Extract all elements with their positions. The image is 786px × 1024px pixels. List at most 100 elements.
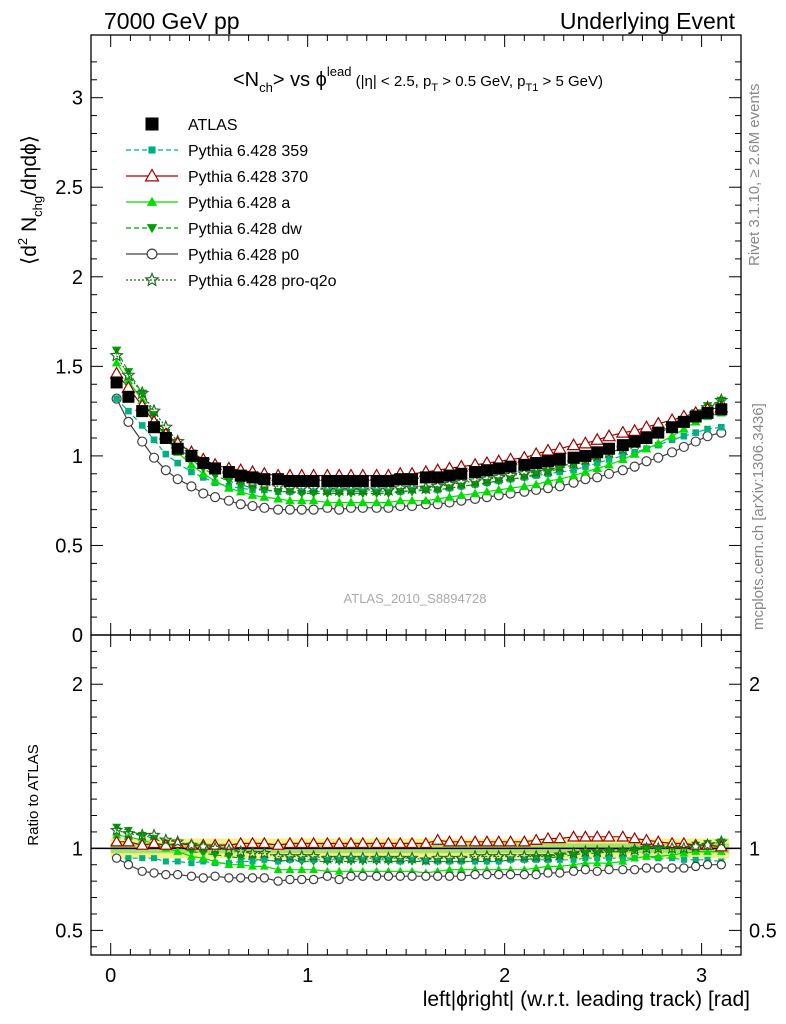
ratio-point-pythia-6-428-p0 bbox=[716, 860, 727, 870]
title-sub-d: T1 bbox=[526, 82, 539, 94]
title-part-d: > 0.5 GeV, p bbox=[438, 73, 525, 90]
main-point-atlas bbox=[272, 473, 285, 486]
main-point-pythia-6-428-370 bbox=[639, 420, 654, 433]
legend-label-pythia-6-428-370: Pythia 6.428 370 bbox=[188, 169, 308, 186]
main-point-pythia-6-428-pro-q2o bbox=[135, 385, 150, 400]
ratio-point-pythia-6-428-359 bbox=[483, 858, 490, 865]
main-point-atlas bbox=[628, 435, 641, 448]
ratio-point-pythia-6-428-a bbox=[569, 860, 578, 869]
header-right: Underlying Event bbox=[559, 8, 735, 34]
ratio-point-pythia-6-428-p0 bbox=[690, 861, 701, 872]
ratio-point-pythia-6-428-pro-q2o bbox=[159, 833, 173, 846]
ratio-point-pythia-6-428-pro-q2o bbox=[602, 844, 616, 858]
main-point-pythia-6-428-p0 bbox=[209, 491, 221, 503]
ratio-y-tick-label-right: 1 bbox=[749, 838, 760, 860]
main-point-atlas bbox=[715, 403, 728, 416]
main-point-atlas bbox=[406, 473, 419, 486]
main-y-tick-label: 1 bbox=[72, 446, 83, 468]
ratio-point-pythia-6-428-359 bbox=[594, 855, 601, 862]
main-point-pythia-6-428-359 bbox=[138, 422, 146, 429]
legend-label-pythia-6-428-p0: Pythia 6.428 p0 bbox=[188, 247, 299, 264]
ratio-point-pythia-6-428-pro-q2o bbox=[332, 851, 346, 864]
ratio-point-pythia-6-428-p0 bbox=[505, 869, 516, 880]
main-point-pythia-6-428-a bbox=[224, 483, 234, 492]
main-point-pythia-6-428-a bbox=[322, 497, 333, 507]
ratio-point-pythia-6-428-p0 bbox=[702, 860, 713, 870]
main-point-atlas bbox=[553, 453, 566, 466]
ratio-point-pythia-6-428-359 bbox=[472, 858, 479, 865]
main-point-pythia-6-428-p0 bbox=[542, 483, 554, 494]
ratio-point-pythia-6-428-pro-q2o bbox=[627, 842, 642, 856]
ratio-point-pythia-6-428-pro-q2o bbox=[442, 851, 457, 864]
main-point-pythia-6-428-p0 bbox=[172, 474, 183, 485]
ratio-point-pythia-6-428-359 bbox=[347, 856, 355, 863]
main-point-pythia-6-428-a bbox=[604, 460, 614, 469]
main-point-atlas bbox=[431, 471, 444, 484]
main-point-pythia-6-428-pro-q2o bbox=[320, 482, 335, 497]
ratio-point-pythia-6-428-359 bbox=[692, 856, 699, 863]
main-point-atlas bbox=[148, 421, 161, 434]
ratio-point-pythia-6-428-359 bbox=[336, 856, 343, 863]
ratio-point-pythia-6-428-359 bbox=[188, 860, 195, 867]
ratio-point-pythia-6-428-dw bbox=[112, 823, 122, 832]
main-point-atlas bbox=[295, 474, 308, 487]
main-point-atlas bbox=[567, 451, 580, 464]
main-point-pythia-6-428-359 bbox=[570, 466, 577, 474]
ratio-point-pythia-6-428-p0 bbox=[149, 868, 159, 878]
ratio-point-pythia-6-428-370 bbox=[381, 836, 395, 849]
x-tick-label: 1 bbox=[302, 965, 313, 987]
ratio-point-pythia-6-428-370 bbox=[628, 831, 642, 844]
title-part-b: > vs ϕ bbox=[273, 69, 327, 91]
ratio-point-pythia-6-428-pro-q2o bbox=[369, 851, 384, 864]
ratio-point-pythia-6-428-370 bbox=[553, 831, 567, 844]
main-line-pythia-6-428-pro-q2o bbox=[116, 355, 722, 491]
main-point-pythia-6-428-370 bbox=[552, 441, 567, 454]
title-sup-b: lead bbox=[327, 64, 352, 79]
main-point-pythia-6-428-p0 bbox=[273, 504, 284, 515]
ratio-point-pythia-6-428-p0 bbox=[494, 869, 504, 880]
main-point-atlas bbox=[616, 439, 629, 452]
ratio-point-pythia-6-428-pro-q2o bbox=[234, 844, 248, 858]
main-point-pythia-6-428-370 bbox=[590, 432, 605, 445]
ratio-y-tick-label: 2 bbox=[72, 674, 83, 696]
ratio-point-pythia-6-428-359 bbox=[409, 856, 416, 863]
ratio-point-pythia-6-428-pro-q2o bbox=[222, 842, 236, 856]
main-point-pythia-6-428-pro-q2o bbox=[528, 464, 544, 479]
main-point-pythia-6-428-370 bbox=[627, 423, 642, 436]
ratio-point-pythia-6-428-370 bbox=[590, 830, 604, 842]
ratio-point-pythia-6-428-p0 bbox=[421, 871, 431, 881]
main-point-atlas bbox=[356, 474, 369, 487]
main-point-pythia-6-428-pro-q2o bbox=[332, 482, 347, 497]
header-left: 7000 GeV pp bbox=[104, 8, 240, 34]
ratio-point-pythia-6-428-370 bbox=[405, 836, 419, 849]
main-point-pythia-6-428-a bbox=[296, 495, 307, 505]
legend-label-pythia-6-428-dw: Pythia 6.428 dw bbox=[188, 221, 302, 238]
ratio-point-pythia-6-428-370 bbox=[147, 836, 161, 849]
ratio-point-pythia-6-428-pro-q2o bbox=[109, 823, 124, 836]
ratio-point-pythia-6-428-a bbox=[653, 852, 663, 860]
ratio-point-pythia-6-428-a bbox=[236, 860, 246, 869]
main-point-atlas bbox=[222, 466, 235, 479]
ratio-point-pythia-6-428-359 bbox=[606, 855, 613, 862]
main-point-pythia-6-428-p0 bbox=[296, 504, 307, 515]
ratio-point-pythia-6-428-p0 bbox=[432, 871, 443, 881]
main-point-pythia-6-428-p0 bbox=[678, 441, 689, 453]
main-point-pythia-6-428-a bbox=[531, 479, 541, 489]
ratio-point-pythia-6-428-p0 bbox=[186, 871, 197, 881]
main-y-tick-label: 2 bbox=[72, 267, 83, 289]
main-point-pythia-6-428-p0 bbox=[223, 495, 234, 506]
main-point-pythia-6-428-p0 bbox=[186, 481, 197, 492]
ratio-point-pythia-6-428-359 bbox=[286, 856, 293, 863]
main-point-pythia-6-428-359 bbox=[188, 468, 195, 476]
ratio-point-pythia-6-428-p0 bbox=[667, 863, 677, 873]
title-sub-c: T bbox=[431, 82, 438, 94]
ratio-point-pythia-6-428-359 bbox=[446, 858, 453, 865]
ratio-point-pythia-6-428-pro-q2o bbox=[480, 849, 494, 863]
ratio-point-pythia-6-428-370 bbox=[616, 830, 630, 842]
main-point-atlas bbox=[443, 469, 456, 482]
main-point-pythia-6-428-a bbox=[123, 375, 134, 385]
ratio-point-pythia-6-428-p0 bbox=[198, 873, 208, 883]
main-point-pythia-6-428-pro-q2o bbox=[454, 475, 469, 489]
ratio-y-tick-label-right: 2 bbox=[749, 674, 760, 696]
main-point-atlas bbox=[122, 390, 135, 403]
